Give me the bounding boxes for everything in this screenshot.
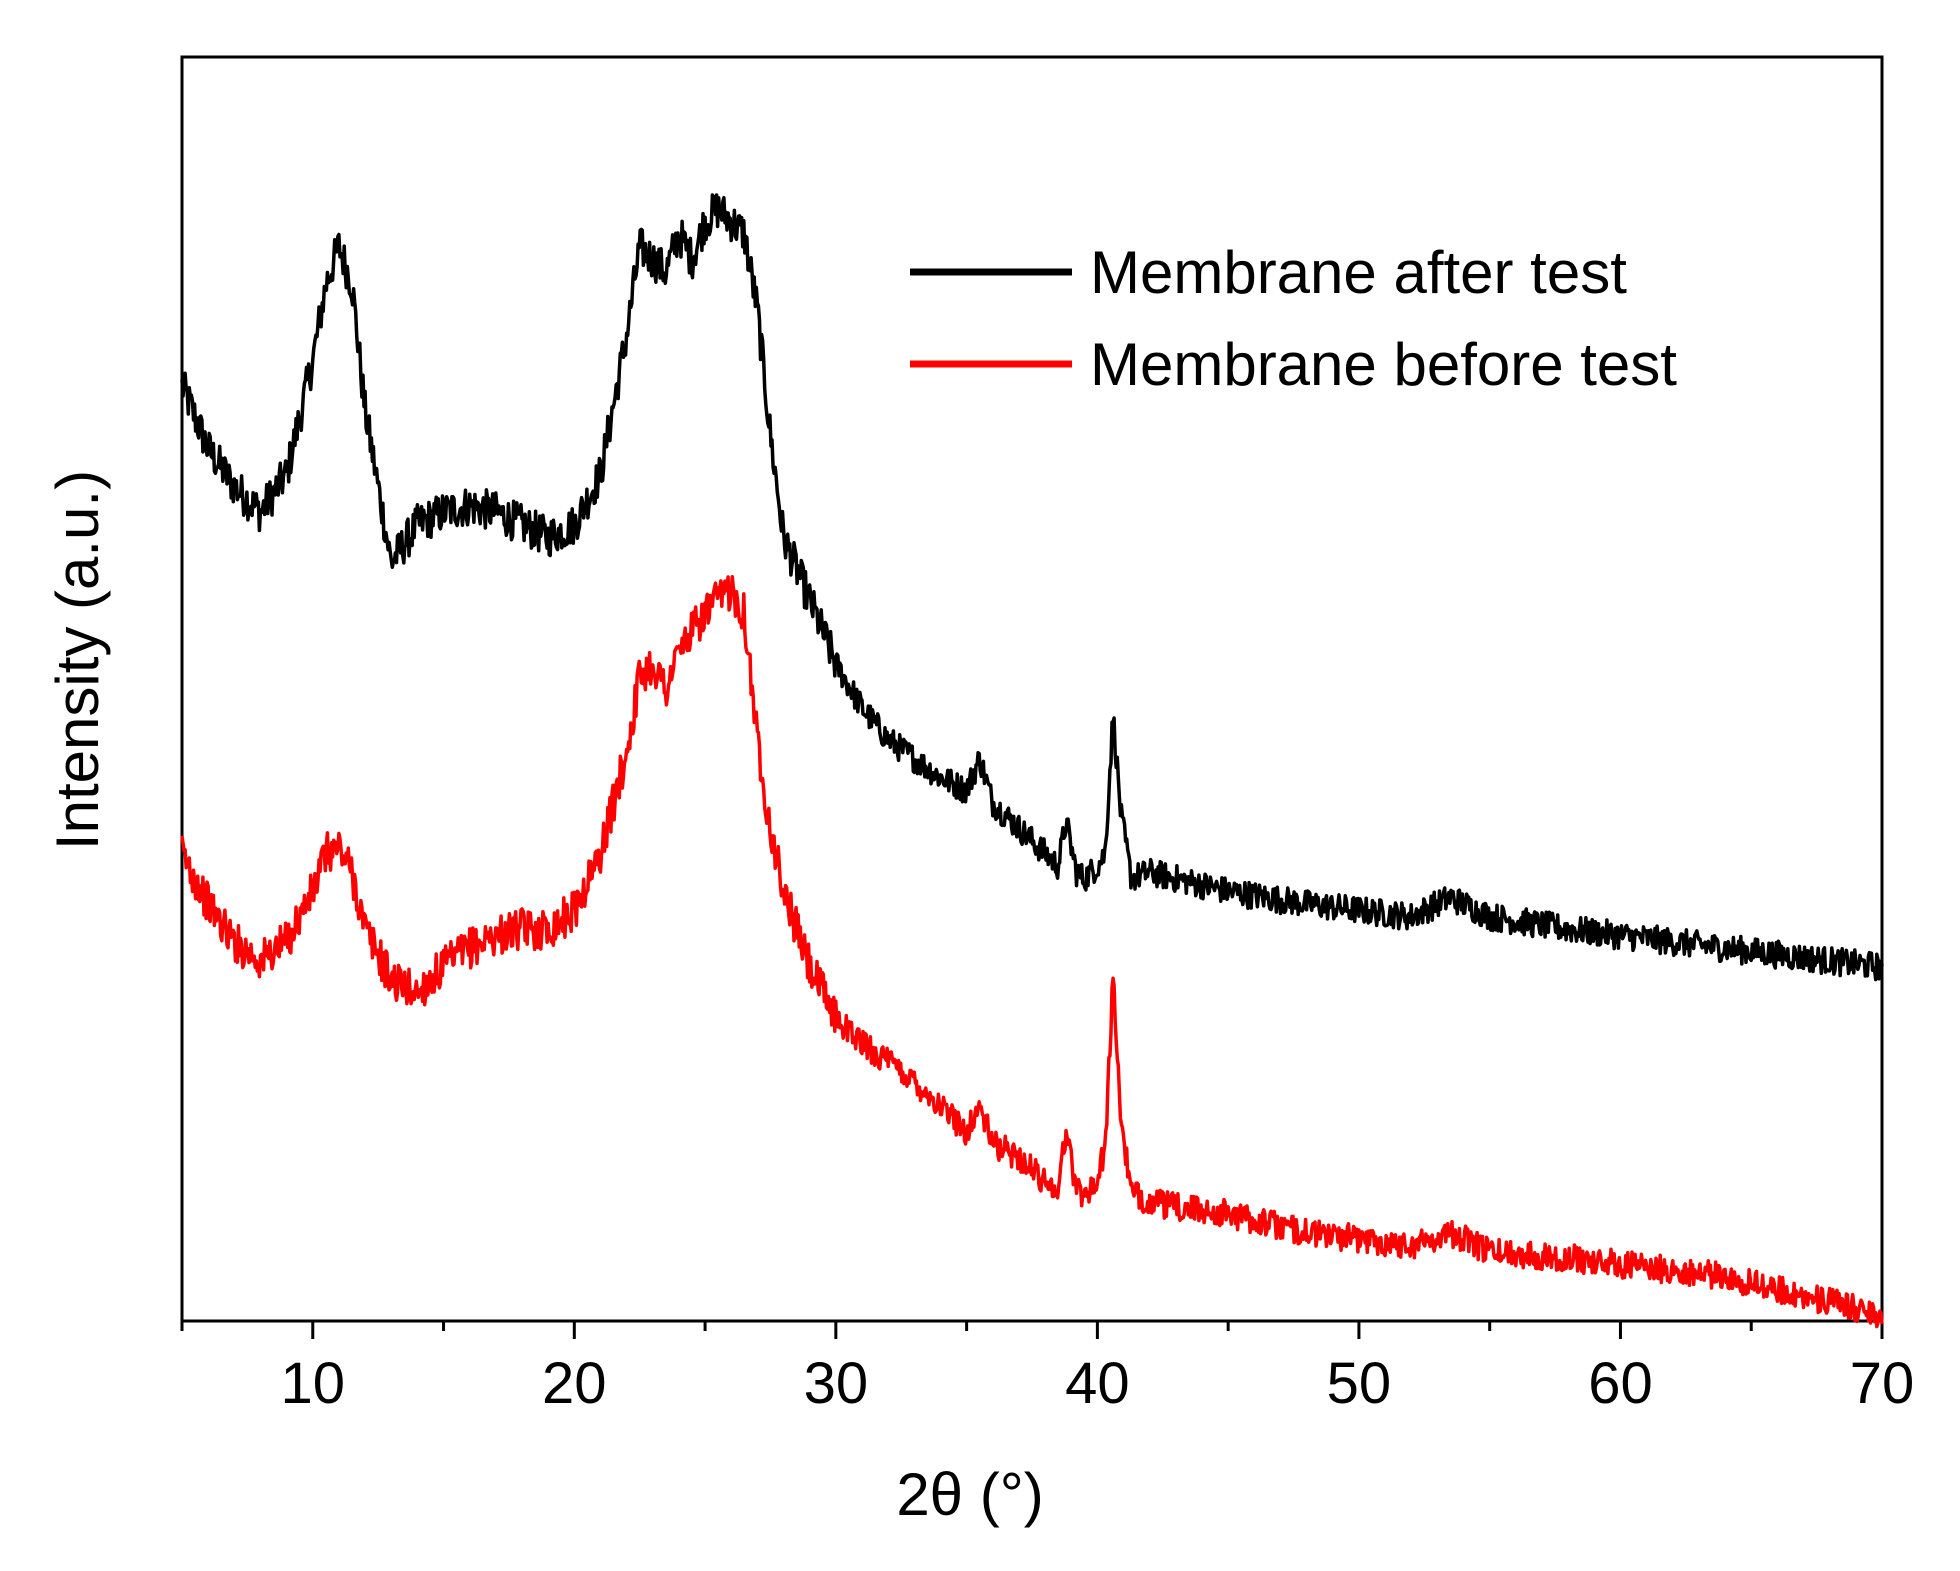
x-tick-label: 40: [1065, 1351, 1130, 1416]
x-tick-label: 20: [542, 1351, 607, 1416]
series-line-after-test: [180, 193, 1884, 982]
series-line-before-test: [180, 574, 1884, 1329]
legend: Membrane after test Membrane before test: [910, 239, 1677, 398]
x-tick-label: 30: [804, 1351, 869, 1416]
legend-label-before: Membrane before test: [1090, 331, 1677, 398]
x-axis-tick-labels: 10 20 30 40 50 60 70: [281, 1351, 1915, 1416]
x-tick-label: 70: [1850, 1351, 1915, 1416]
x-tick-label: 60: [1588, 1351, 1653, 1416]
y-axis-title: Intensity (a.u.): [44, 470, 111, 850]
x-axis-title: 2θ (°): [896, 1461, 1043, 1528]
legend-label-after: Membrane after test: [1090, 239, 1627, 306]
plot-frame: [180, 55, 1884, 1323]
x-axis-ticks: [180, 1321, 1884, 1339]
x-tick-label: 10: [281, 1351, 346, 1416]
x-tick-label: 50: [1327, 1351, 1392, 1416]
series-layer: [180, 193, 1884, 1329]
